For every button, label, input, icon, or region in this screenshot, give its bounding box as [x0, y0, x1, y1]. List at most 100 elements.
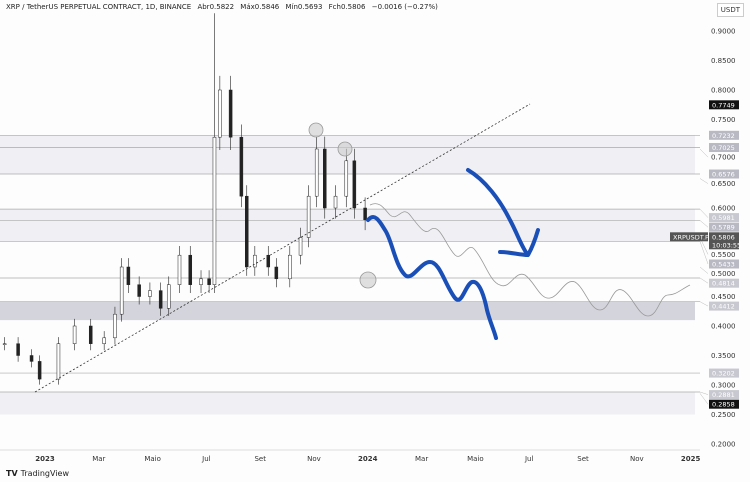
y-tick-label: 0.5500	[711, 251, 736, 259]
symbol-title: XRP / TetherUS PERPETUAL CONTRACT, 1D, B…	[6, 3, 192, 11]
level-label: 0.2881	[712, 391, 735, 399]
level-tag	[709, 259, 739, 269]
level-label: 0.4814	[712, 280, 735, 288]
level-label: 0.2858	[712, 401, 735, 409]
level-tag	[709, 399, 739, 409]
candle	[2, 343, 7, 345]
y-tick-label: 0.3500	[711, 352, 736, 360]
candle	[218, 89, 222, 138]
y-tick-label: 0.7500	[711, 116, 736, 124]
level-tag	[709, 390, 739, 400]
candle	[113, 313, 117, 339]
candle	[239, 136, 244, 197]
candle	[158, 290, 163, 309]
candle	[306, 195, 311, 238]
currency-button[interactable]: USDT	[716, 3, 744, 17]
level-label: 0.4412	[712, 303, 735, 311]
level-tag	[709, 368, 739, 378]
candle	[166, 284, 171, 309]
candle	[16, 343, 20, 356]
candle	[253, 254, 257, 268]
label-leader	[699, 301, 709, 307]
zone	[0, 392, 695, 415]
candle	[274, 266, 279, 280]
open-value: Abr0.5822	[197, 3, 235, 11]
zone	[0, 209, 695, 242]
candle	[352, 160, 357, 209]
x-tick-label: Maio	[467, 455, 484, 463]
last-price-tag: XRPUSDT.P 0.5806 10:03:55	[670, 232, 741, 250]
y-tick-label: 0.7000	[711, 154, 736, 162]
candle	[72, 325, 77, 344]
candle	[228, 89, 233, 138]
symbol-header: XRP / TetherUS PERPETUAL CONTRACT, 1D, B…	[6, 3, 442, 11]
label-leader	[699, 391, 709, 395]
x-tick-label: 2024	[358, 455, 378, 463]
candle	[148, 290, 152, 297]
candle	[199, 278, 203, 285]
x-tick-label: 2023	[35, 455, 55, 463]
y-tick-label: 0.4000	[711, 323, 736, 331]
marker-circle	[359, 271, 377, 289]
price-chart[interactable]: 0.9000 0.8500 0.8000 0.7749 0.7500 0.7232 0.70…	[0, 0, 750, 470]
label-leader	[699, 148, 709, 158]
blue-arrow-down	[366, 215, 498, 340]
bar-countdown: 10:03:55	[712, 241, 741, 249]
level-tag	[709, 143, 739, 153]
y-tick-label: 0.2500	[711, 411, 736, 419]
x-tick-label: Jul	[201, 455, 211, 463]
candle	[212, 136, 217, 285]
y-tick-label: 0.8000	[711, 87, 736, 95]
blue-arrow-right	[466, 168, 540, 257]
level-label: 0.6576	[712, 171, 735, 179]
brand-label: TradingView	[20, 469, 69, 478]
marker-circle	[308, 122, 324, 138]
y-tick-label: 0.5000	[711, 270, 736, 278]
candle	[29, 355, 34, 362]
candle	[314, 148, 319, 197]
close-value: Fch0.5806	[328, 3, 366, 11]
candle	[207, 278, 211, 285]
level-label: 0.7749	[712, 101, 735, 109]
level-tag	[709, 301, 739, 311]
level-label: 0.5981	[712, 214, 735, 222]
projection-path	[369, 203, 691, 317]
candle	[102, 337, 106, 344]
marker-circle	[337, 141, 353, 157]
change-value: −0.0016 (−0.27%)	[371, 3, 438, 11]
level-tag	[709, 130, 739, 140]
label-leader	[699, 178, 709, 184]
candle	[37, 361, 42, 380]
candle	[126, 266, 131, 285]
candle	[177, 254, 182, 285]
candle	[344, 160, 349, 197]
y-tick-label: 0.3000	[711, 382, 736, 390]
x-tick-label: 2025	[681, 455, 701, 463]
x-tick-label: Mar	[92, 455, 105, 463]
label-leader	[699, 393, 709, 405]
level-label: 0.7232	[712, 132, 735, 140]
label-leader	[699, 277, 709, 284]
candle	[288, 254, 292, 280]
label-leader	[699, 266, 709, 274]
y-tick-label: 0.4500	[711, 293, 736, 301]
label-leader	[699, 241, 709, 265]
level-label: 0.3202	[712, 370, 735, 378]
candle	[188, 254, 193, 285]
level-tag	[709, 169, 739, 179]
level-label: 0.5433	[712, 261, 735, 269]
y-tick-label: 0.2000	[711, 441, 736, 449]
x-tick-label: Nov	[630, 455, 644, 463]
y-tick-label: 0.6000	[711, 205, 736, 213]
tradingview-logo[interactable]: TV TradingView	[6, 469, 69, 478]
candle	[119, 266, 124, 315]
x-tick-label: Mar	[415, 455, 428, 463]
candle	[363, 207, 367, 221]
y-tick-label: 0.6500	[711, 180, 736, 188]
label-leader	[699, 208, 709, 218]
level-tag	[709, 213, 739, 223]
candle	[56, 343, 61, 380]
x-tick-label: Set	[254, 455, 266, 463]
x-tick-label: Set	[577, 455, 589, 463]
